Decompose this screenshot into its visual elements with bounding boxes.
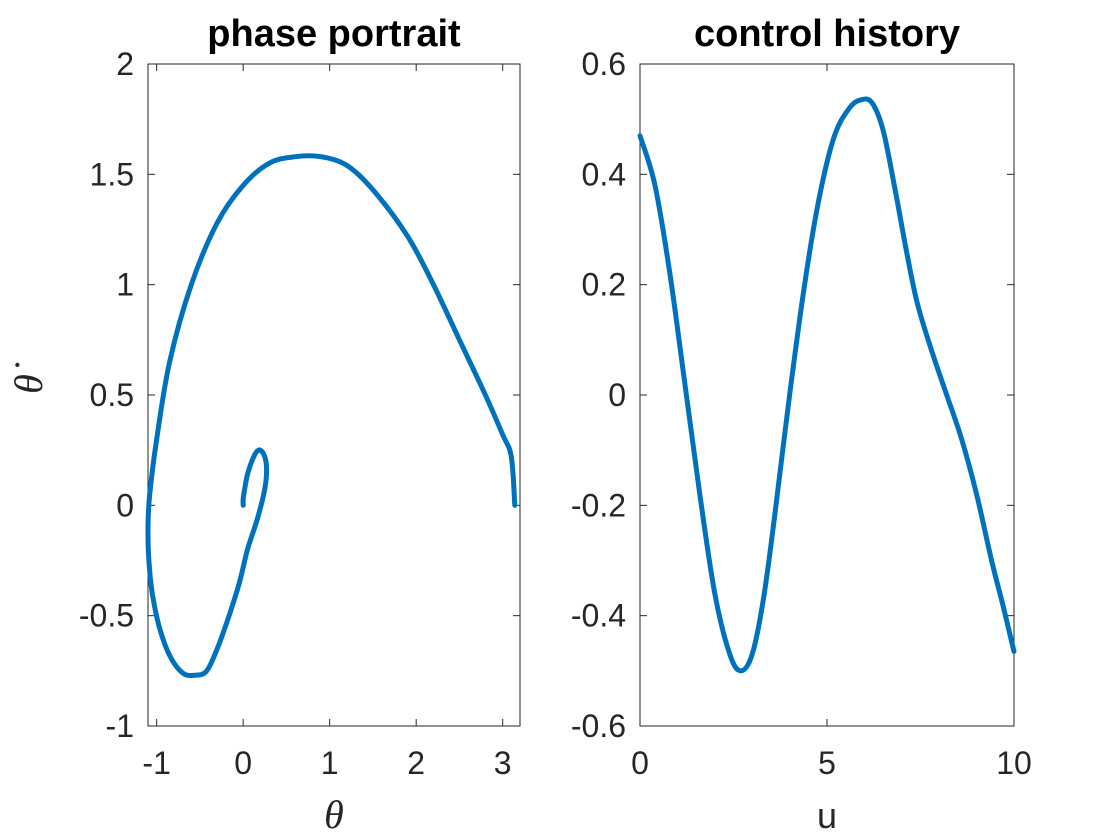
control-history-ticks: 0 5 10 -0.6 -0.4 -0.2 0 0.2 0.4 0.6: [571, 46, 1032, 781]
phase-portrait-ytick-label: 2: [116, 46, 134, 82]
phase-portrait-ytick-label: 1.5: [90, 156, 134, 192]
phase-portrait-xtick-label: 0: [234, 745, 252, 781]
phase-portrait-xlabel: θ: [324, 792, 344, 837]
control-history-xtick-label: 5: [818, 745, 836, 781]
phase-portrait-xtick-label: 1: [321, 745, 339, 781]
phase-portrait-ytick-label: 1: [116, 267, 134, 303]
control-history-ytick-label: 0.6: [582, 46, 626, 82]
control-history-xtick-label: 0: [631, 745, 649, 781]
control-history-curve: [637, 96, 1017, 674]
phase-portrait-plot: phase portrait -1 0 1 2 3-1-0.500.511.52 θ θ…: [6, 13, 521, 837]
phase-portrait-ytick-label: -1: [106, 708, 134, 744]
control-history-ytick-label: -0.4: [571, 598, 626, 634]
control-history-title: control history: [694, 13, 960, 55]
control-history-xlabel: u: [817, 795, 837, 836]
phase-portrait-ytick-label: 0.5: [90, 377, 134, 413]
phase-portrait-ticks: -1 0 1 2 3 -1 -0.5 0 0.5 1 1.5 2: [79, 46, 520, 781]
control-history-ytick-label: -0.2: [571, 487, 626, 523]
control-history-plot: control history 0 5 10-0.6-0.4-0.200.20.40…: [571, 13, 1032, 836]
control-history-ytick-label: 0.4: [582, 156, 626, 192]
phase-portrait-ytick-label: -0.5: [79, 598, 134, 634]
phase-portrait-xtick-label: 3: [494, 745, 512, 781]
phase-portrait-trajectory: [145, 153, 518, 679]
phase-portrait-title: phase portrait: [207, 13, 461, 55]
phase-portrait-xtick-label: -1: [142, 745, 170, 781]
control-history-xtick-label: 10: [996, 745, 1032, 781]
control-history-ytick-label: -0.6: [571, 708, 626, 744]
control-history-ytick-label: 0: [608, 377, 626, 413]
phase-portrait-xtick-label: 2: [407, 745, 425, 781]
phase-portrait-ytick-label: 0: [116, 487, 134, 523]
control-history-ytick-label: 0.2: [582, 267, 626, 303]
